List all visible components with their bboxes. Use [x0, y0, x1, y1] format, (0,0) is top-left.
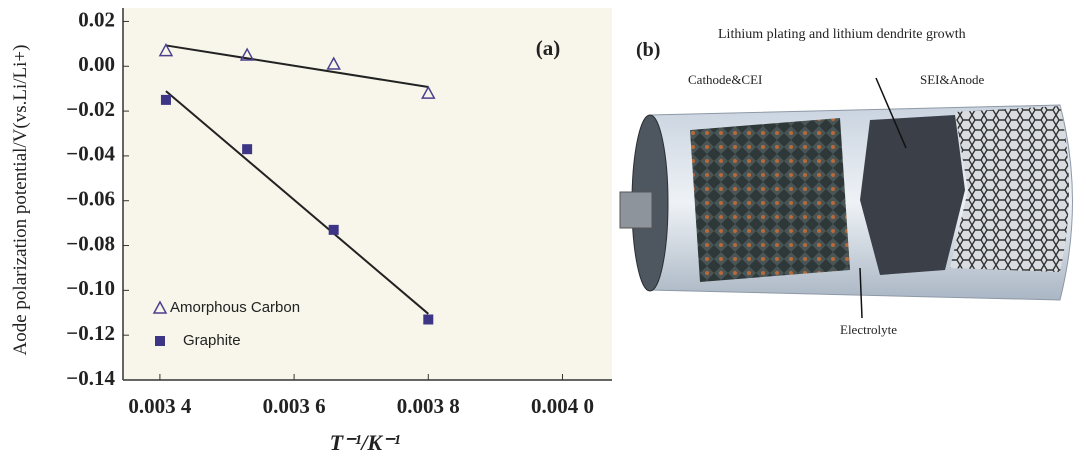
- y-tick-label: −0.10: [66, 276, 115, 300]
- y-tick-label: 0.00: [78, 52, 115, 76]
- separator-grid: [950, 106, 1069, 272]
- panel-label: (a): [536, 36, 561, 60]
- plot-area: [123, 8, 643, 380]
- point: [423, 314, 433, 324]
- y-tick-label: −0.14: [66, 366, 115, 390]
- x-tick-label: 0.003 4: [128, 394, 192, 418]
- y-tick-label: 0.02: [78, 7, 115, 31]
- legend-marker: [155, 336, 165, 346]
- x-tick-label: 0.004 0: [531, 394, 594, 418]
- y-tick-label: −0.04: [66, 142, 115, 166]
- panel-label: (b): [636, 39, 660, 61]
- x-axis-label: T⁻¹/K⁻¹: [330, 430, 401, 455]
- x-tick-label: 0.003 6: [263, 394, 326, 418]
- caption: Lithium plating and lithium dendrite gro…: [718, 27, 966, 42]
- point: [329, 225, 339, 235]
- anode: [860, 115, 965, 275]
- y-axis-label: Aode polarization potential/V(vs.Li/Li+): [10, 45, 31, 356]
- cathode-label: Cathode&CEI: [688, 72, 762, 87]
- electrolyte-label: Electrolyte: [840, 322, 897, 337]
- chart-a: (a) Aode polarization potential/V(vs.Li/…: [10, 7, 643, 455]
- panel-b: (b) Lithium plating and lithium dendrite…: [612, 0, 1086, 461]
- terminal: [620, 192, 652, 228]
- cathode: [690, 118, 850, 282]
- y-tick-label: −0.06: [66, 187, 115, 211]
- anode-label: SEI&Anode: [920, 72, 985, 87]
- legend-label: Amorphous Carbon: [170, 299, 300, 316]
- x-tick-label: 0.003 8: [397, 394, 460, 418]
- y-tick-label: −0.02: [66, 97, 115, 121]
- point: [242, 144, 252, 154]
- y-tick-label: −0.08: [66, 231, 115, 255]
- figure: (a) Aode polarization potential/V(vs.Li/…: [0, 0, 1086, 461]
- y-tick-label: −0.12: [66, 321, 115, 345]
- point: [161, 95, 171, 105]
- legend-label: Graphite: [183, 332, 241, 349]
